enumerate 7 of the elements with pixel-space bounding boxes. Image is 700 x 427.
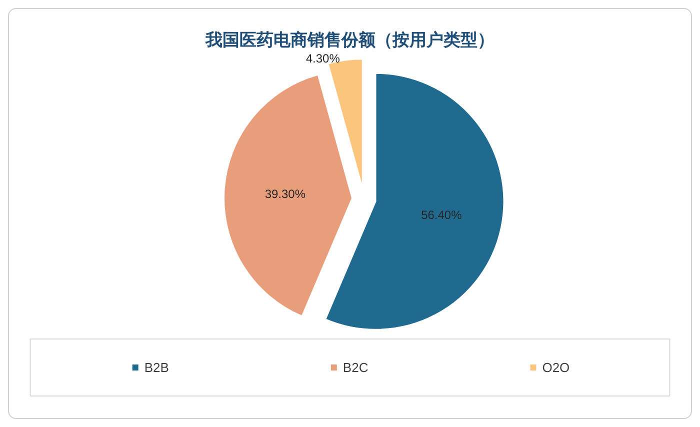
- legend-label: B2C: [342, 360, 368, 375]
- data-label: 56.40%: [421, 208, 462, 222]
- legend-label: O2O: [542, 360, 570, 375]
- chart-title: 我国医药电商销售份额（按用户类型）: [204, 30, 494, 50]
- data-label: 4.30%: [306, 51, 340, 66]
- legend-label: B2B: [144, 360, 169, 375]
- data-label: 39.30%: [264, 186, 306, 201]
